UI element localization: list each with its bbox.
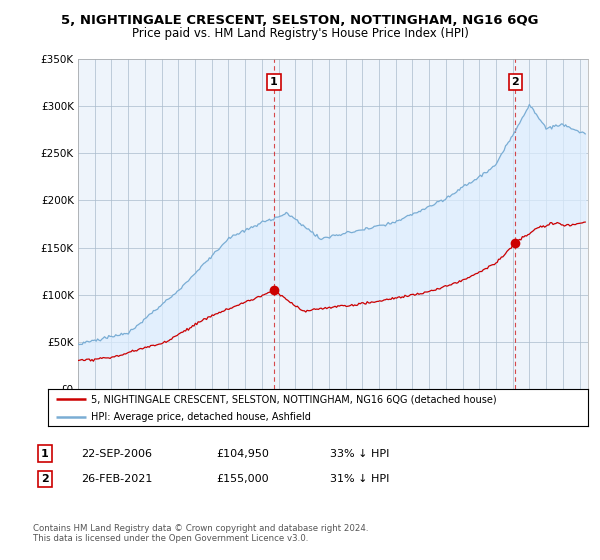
Text: Contains HM Land Registry data © Crown copyright and database right 2024.
This d: Contains HM Land Registry data © Crown c… xyxy=(33,524,368,543)
Text: £155,000: £155,000 xyxy=(216,474,269,484)
Text: 5, NIGHTINGALE CRESCENT, SELSTON, NOTTINGHAM, NG16 6QG: 5, NIGHTINGALE CRESCENT, SELSTON, NOTTIN… xyxy=(61,14,539,27)
Text: 26-FEB-2021: 26-FEB-2021 xyxy=(81,474,152,484)
Text: 2: 2 xyxy=(511,77,519,87)
Text: 33% ↓ HPI: 33% ↓ HPI xyxy=(330,449,389,459)
Text: £104,950: £104,950 xyxy=(216,449,269,459)
Text: HPI: Average price, detached house, Ashfield: HPI: Average price, detached house, Ashf… xyxy=(91,412,311,422)
Text: 2: 2 xyxy=(41,474,49,484)
Text: 31% ↓ HPI: 31% ↓ HPI xyxy=(330,474,389,484)
Text: 1: 1 xyxy=(41,449,49,459)
Text: Price paid vs. HM Land Registry's House Price Index (HPI): Price paid vs. HM Land Registry's House … xyxy=(131,27,469,40)
Text: 1: 1 xyxy=(270,77,278,87)
Text: 5, NIGHTINGALE CRESCENT, SELSTON, NOTTINGHAM, NG16 6QG (detached house): 5, NIGHTINGALE CRESCENT, SELSTON, NOTTIN… xyxy=(91,394,497,404)
Text: 22-SEP-2006: 22-SEP-2006 xyxy=(81,449,152,459)
